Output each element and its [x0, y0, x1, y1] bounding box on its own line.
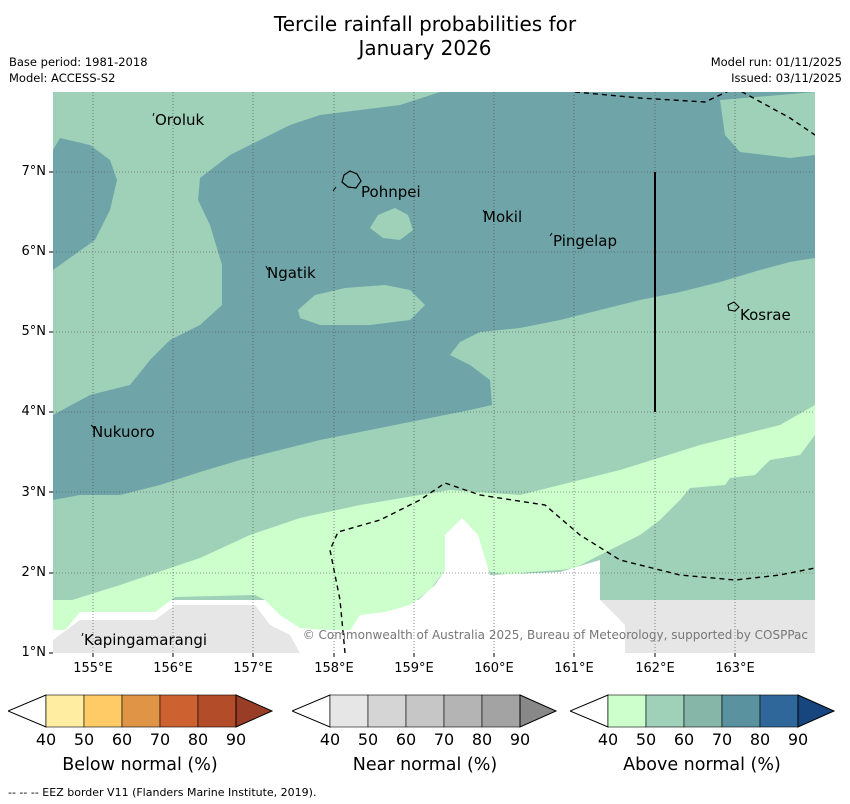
lon-label-155e: 155°E	[73, 661, 113, 676]
above-tick-80: 80	[749, 730, 771, 749]
below-tick-60: 60	[111, 730, 133, 749]
map-canvas	[49, 92, 815, 657]
nukuoro-island-mark	[90, 424, 95, 429]
above-tick-70: 70	[711, 730, 733, 749]
pohnpei-island-outline	[341, 170, 362, 189]
near-normal-label: Near normal (%)	[352, 755, 498, 775]
near-tick-60: 60	[395, 730, 417, 749]
lon-label-160e: 160°E	[474, 661, 514, 676]
lon-label-158e: 158°E	[314, 661, 354, 676]
lat-label-4n: 4°N	[21, 404, 47, 419]
near-normal-swatch-70-80	[443, 694, 483, 728]
place-nukuoro: Nukuoro	[92, 423, 155, 441]
below-tick-50: 50	[73, 730, 95, 749]
near-tick-90: 90	[509, 730, 531, 749]
place-mokil: Mokil	[483, 208, 523, 226]
copyright-notice: © Commonwealth of Australia 2025, Bureau…	[302, 628, 808, 642]
below-tick-90: 90	[225, 730, 247, 749]
below-normal-colorbar	[8, 694, 274, 728]
below-tick-70: 70	[149, 730, 171, 749]
above-normal-swatch-over	[797, 694, 836, 728]
island-mark-west-pohnpei	[332, 186, 337, 192]
near-tick-40: 40	[319, 730, 341, 749]
near-normal-swatch-40-50	[329, 694, 369, 728]
near-tick-70: 70	[433, 730, 455, 749]
above-normal-50-60-patch-pohnpei	[370, 208, 413, 240]
above-normal-40-50-overlay	[53, 405, 815, 630]
below-normal-label: Below normal (%)	[62, 755, 218, 775]
model-run: Model run: 01/11/2025	[710, 55, 842, 69]
place-kapingamarangi: Kapingamarangi	[84, 631, 208, 649]
eez-border	[329, 92, 815, 653]
meta-left: Base period: 1981-2018 Model: ACCESS-S2	[9, 54, 148, 86]
base-period: Base period: 1981-2018	[9, 55, 148, 69]
place-ngatik: Ngatik	[267, 264, 316, 282]
issued-date: Issued: 03/11/2025	[731, 71, 842, 85]
above-normal-swatch-40-50	[607, 694, 647, 728]
kosrae-island-outline	[727, 301, 740, 312]
below-normal-swatch-under	[8, 694, 47, 728]
lon-label-159e: 159°E	[394, 661, 434, 676]
below-normal-swatch-50-60	[83, 694, 123, 728]
map-plot-area	[53, 92, 815, 653]
above-normal-60-70-region	[53, 92, 815, 500]
lat-label-5n: 5°N	[21, 324, 47, 339]
lat-label-6n: 6°N	[21, 244, 47, 259]
oroluk-island-mark	[152, 112, 155, 117]
below-normal-swatch-60-70	[121, 694, 161, 728]
above-normal-swatch-80-90	[759, 694, 799, 728]
above-normal-50-60-patch-south-pohnpei	[298, 285, 425, 325]
above-tick-60: 60	[673, 730, 695, 749]
lat-label-3n: 3°N	[21, 485, 47, 500]
above-tick-40: 40	[597, 730, 619, 749]
no-data-region	[350, 518, 625, 653]
axis-ticks	[49, 171, 736, 657]
below-tick-40: 40	[35, 730, 57, 749]
place-pingelap: Pingelap	[553, 232, 618, 250]
eez-footnote: -- -- -- EEZ border V11 (Flanders Marine…	[8, 786, 317, 799]
above-tick-50: 50	[635, 730, 657, 749]
near-normal-swatch-80-90	[481, 694, 521, 728]
lon-label-163e: 163°E	[715, 661, 755, 676]
near-normal-region-south-west	[53, 605, 300, 653]
place-oroluk: Oroluk	[155, 111, 205, 129]
near-normal-swatch-50-60	[367, 694, 407, 728]
below-normal-swatch-over	[235, 694, 274, 728]
lat-label-7n: 7°N	[21, 164, 47, 179]
title-line-2: January 2026	[358, 36, 492, 60]
mokil-island-mark	[482, 209, 486, 214]
near-tick-50: 50	[357, 730, 379, 749]
kapingamarangi-island-mark	[81, 632, 84, 637]
above-normal-swatch-60-70	[683, 694, 723, 728]
above-normal-colorbar	[570, 694, 836, 728]
meta-right: Model run: 01/11/2025 Issued: 03/11/2025	[711, 54, 842, 86]
lat-label-1n: 1°N	[21, 645, 47, 660]
model-name: Model: ACCESS-S2	[9, 71, 116, 85]
near-normal-swatch-under	[292, 694, 331, 728]
lon-label-162e: 162°E	[635, 661, 675, 676]
lon-label-161e: 161°E	[554, 661, 594, 676]
near-tick-80: 80	[471, 730, 493, 749]
above-tick-90: 90	[787, 730, 809, 749]
ngatik-island-mark	[265, 265, 269, 271]
above-normal-label: Above normal (%)	[623, 755, 781, 775]
title-line-1: Tercile rainfall probabilities for	[273, 12, 577, 36]
above-normal-swatch-50-60	[645, 694, 685, 728]
place-kosrae: Kosrae	[740, 306, 791, 324]
below-normal-swatch-40-50	[45, 694, 85, 728]
lon-label-157e: 157°E	[233, 661, 273, 676]
place-pohnpei: Pohnpei	[361, 183, 421, 201]
map-title: Tercile rainfall probabilities for Janua…	[0, 12, 850, 60]
lon-label-156e: 156°E	[153, 661, 193, 676]
above-normal-swatch-70-80	[721, 694, 761, 728]
pingelap-island-mark	[549, 232, 553, 237]
near-normal-swatch-60-70	[405, 694, 445, 728]
near-normal-swatch-over	[519, 694, 558, 728]
above-normal-swatch-under	[570, 694, 609, 728]
lat-label-2n: 2°N	[21, 565, 47, 580]
below-normal-swatch-80-90	[197, 694, 237, 728]
below-normal-swatch-70-80	[159, 694, 199, 728]
near-normal-colorbar	[292, 694, 558, 728]
below-tick-80: 80	[187, 730, 209, 749]
